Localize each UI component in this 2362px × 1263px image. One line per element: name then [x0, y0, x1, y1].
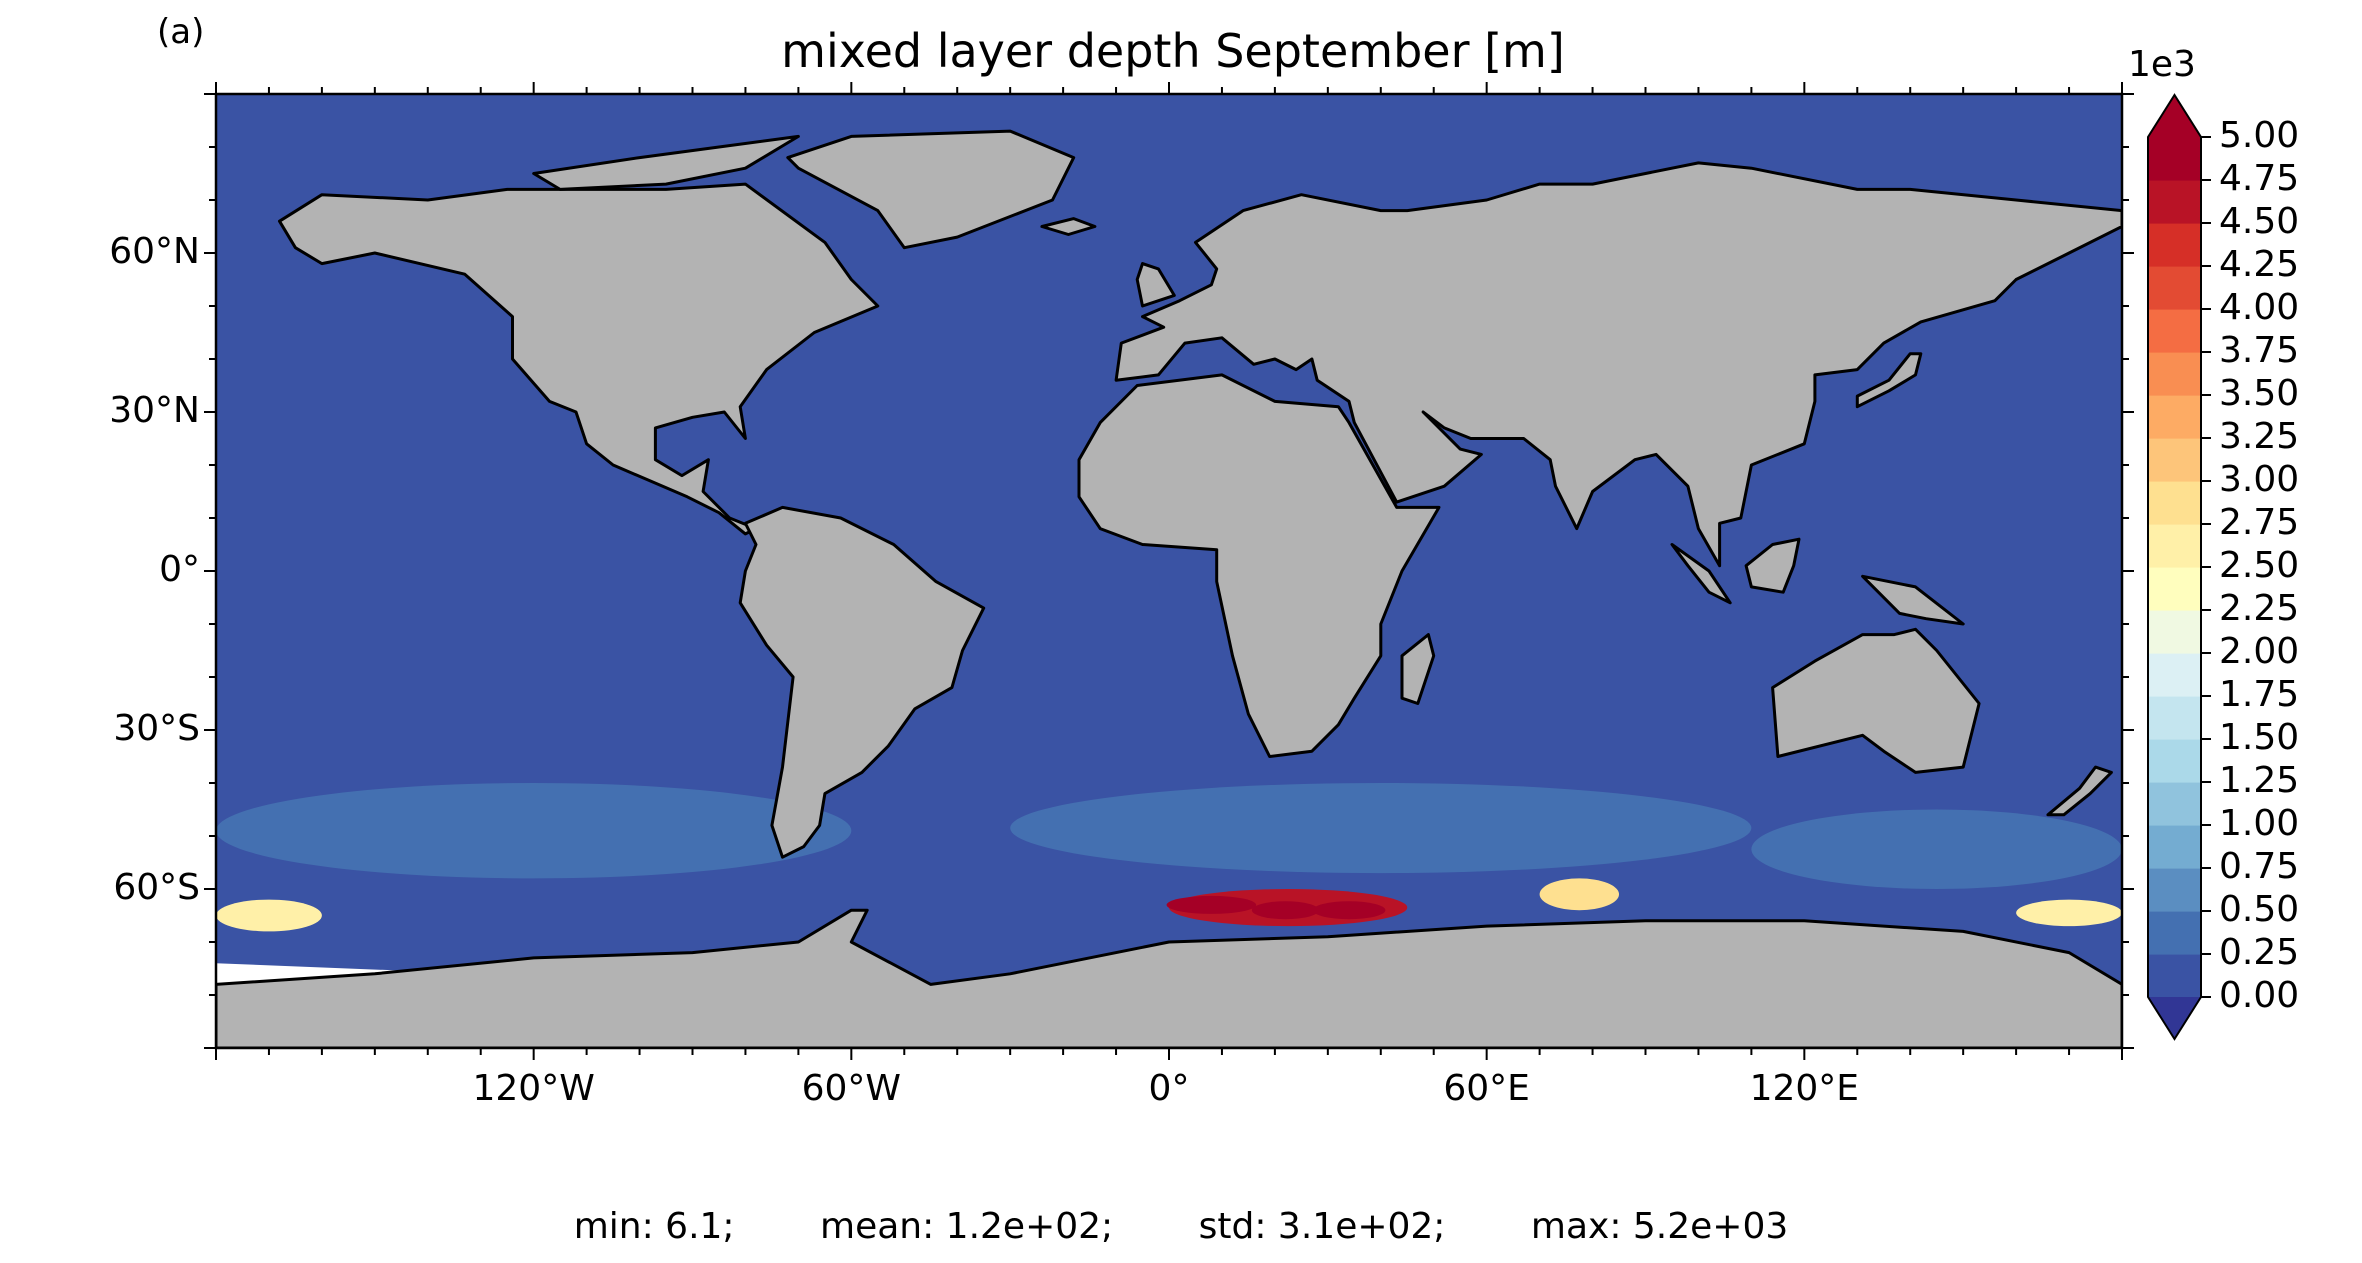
- colorbar: [2147, 93, 2211, 1041]
- land-new-guinea: [1861, 574, 1965, 626]
- colorbar-tick-label: 0.75: [2219, 846, 2300, 887]
- colorbar-exponent: 1e3: [2128, 44, 2196, 85]
- colorbar-segment: [2148, 481, 2201, 525]
- colorbar-segment: [2148, 266, 2201, 310]
- colorbar-tick-label: 2.75: [2219, 502, 2300, 543]
- stat-std: std: 3.1e+02;: [1198, 1206, 1446, 1247]
- land-south-america: [738, 505, 986, 859]
- lon-tick-label: 120°E: [1749, 1068, 1860, 1109]
- colorbar-segment: [2148, 524, 2201, 568]
- land-north-america: [278, 182, 880, 536]
- land-eurasia: [1114, 161, 2122, 568]
- colorbar-tick-label: 1.25: [2219, 760, 2300, 801]
- mld-region-6: [1539, 878, 1620, 911]
- colorbar-tick-label: 1.75: [2219, 674, 2300, 715]
- lat-tick-label: 0°: [159, 549, 200, 590]
- colorbar-segment: [2148, 782, 2201, 826]
- colorbar-tick-label: 2.00: [2219, 631, 2300, 672]
- stat-min: min: 6.1;: [573, 1206, 735, 1247]
- colorbar-segment: [2148, 223, 2201, 267]
- mld-core-1: [1251, 901, 1320, 920]
- land-greenland: [786, 129, 1076, 250]
- mld-core-2: [1312, 901, 1386, 920]
- lat-tick-label: 60°N: [109, 231, 200, 272]
- colorbar-tick-label: 0.25: [2219, 932, 2300, 973]
- lon-tick-label: 120°W: [472, 1068, 595, 1109]
- colorbar-tick-label: 4.50: [2219, 201, 2300, 242]
- colorbar-segment: [2148, 911, 2201, 955]
- colorbar-tick-label: 3.00: [2219, 459, 2300, 500]
- colorbar-tick-label: 3.50: [2219, 373, 2300, 414]
- land-borneo: [1744, 537, 1801, 594]
- lat-tick-label: 30°S: [113, 708, 200, 749]
- colorbar-segment: [2148, 352, 2201, 396]
- colorbar-tick-label: 3.25: [2219, 416, 2300, 457]
- mld-region-7: [2016, 899, 2122, 927]
- land-antarctica: [216, 908, 2122, 1048]
- stat-mean: mean: 1.2e+02;: [820, 1206, 1114, 1247]
- colorbar-segment: [2148, 395, 2201, 439]
- colorbar-tick-label: 4.25: [2219, 244, 2300, 285]
- colorbar-tick-label: 1.00: [2219, 803, 2300, 844]
- statistics-line: min: 6.1; mean: 1.2e+02; std: 3.1e+02; m…: [0, 1206, 2362, 1247]
- colorbar-tick-label: 4.00: [2219, 287, 2300, 328]
- land-australia: [1771, 627, 1981, 774]
- map-ticks: [204, 82, 2134, 1060]
- stat-max: max: 5.2e+03: [1530, 1206, 1789, 1247]
- mld-region-1: [216, 783, 852, 879]
- map-title-text: mixed layer depth September [m]: [781, 24, 1565, 78]
- colorbar-segment: [2148, 137, 2201, 181]
- land-british-isles: [1135, 262, 1176, 308]
- colorbar-extend-min: [2148, 997, 2201, 1039]
- land-japan: [1855, 352, 1923, 409]
- colorbar-tick-label: 3.75: [2219, 330, 2300, 371]
- panel-label: (a): [157, 12, 205, 52]
- mld-core-0: [1166, 895, 1257, 914]
- colorbar-segment: [2148, 180, 2201, 224]
- land-arctic-archipelago: [532, 134, 800, 191]
- land-new-zealand: [2046, 765, 2113, 817]
- colorbar-segment: [2148, 696, 2201, 740]
- colorbar-tick-label: 0.50: [2219, 889, 2300, 930]
- colorbar-tick-label: 0.00: [2219, 975, 2300, 1016]
- land-layer: [216, 129, 2122, 1048]
- colorbar-tick-label: 2.25: [2219, 588, 2300, 629]
- colorbar-segment: [2148, 954, 2201, 998]
- colorbar-tick-label: 5.00: [2219, 115, 2300, 156]
- land-sumatra: [1670, 543, 1732, 605]
- land-madagascar: [1400, 633, 1436, 705]
- colorbar-tick-label: 2.50: [2219, 545, 2300, 586]
- lat-tick-label: 30°N: [109, 390, 200, 431]
- mld-region-2: [1010, 783, 1752, 874]
- land-iceland: [1040, 217, 1097, 236]
- map-title: mixed layer depth September [m]: [0, 24, 2362, 78]
- colorbar-segment: [2148, 739, 2201, 783]
- colorbar-segment: [2148, 567, 2201, 611]
- colorbar-segment: [2148, 438, 2201, 482]
- mld-region-3: [1751, 809, 2122, 889]
- lon-tick-label: 0°: [1148, 1068, 1190, 1109]
- lon-tick-label: 60°W: [801, 1068, 902, 1109]
- colorbar-segment: [2148, 309, 2201, 353]
- colorbar-extend-max: [2148, 95, 2201, 137]
- colorbar-tick-label: 1.50: [2219, 717, 2300, 758]
- colorbar-tick-label: 4.75: [2219, 158, 2300, 199]
- colorbar-segment: [2148, 868, 2201, 912]
- colorbar-segment: [2148, 653, 2201, 697]
- colorbar-segment: [2148, 610, 2201, 654]
- lon-tick-label: 60°E: [1443, 1068, 1530, 1109]
- colorbar-segment: [2148, 825, 2201, 869]
- lat-tick-label: 60°S: [113, 867, 200, 908]
- mld-region-4: [216, 899, 322, 932]
- land-africa: [1077, 373, 1441, 758]
